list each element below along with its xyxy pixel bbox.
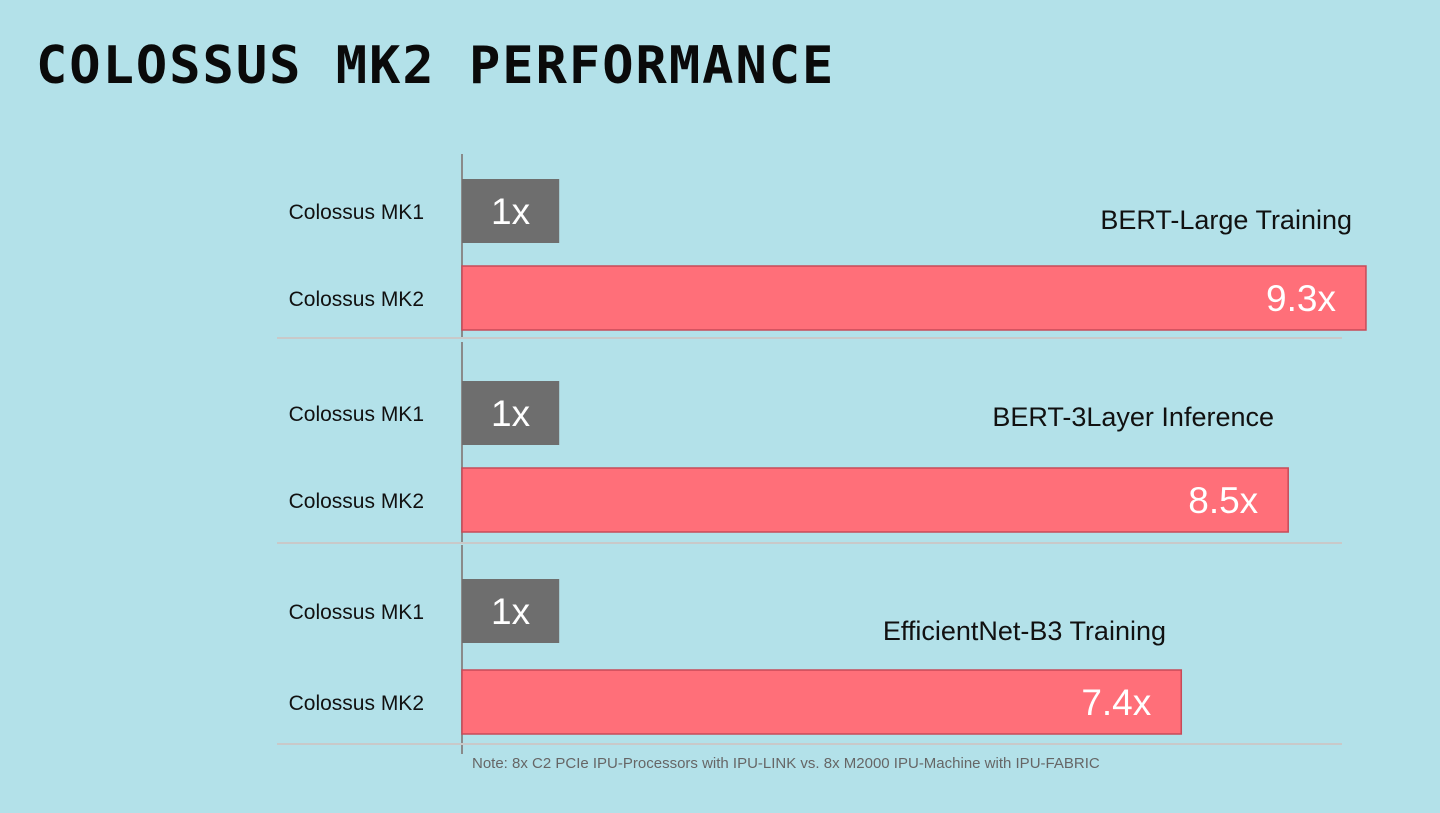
data-label-mk2-3: 7.4x (1081, 682, 1151, 723)
bar-mk2-1 (461, 265, 1367, 331)
benchmark-title-1: BERT-Large Training (1100, 205, 1352, 235)
data-label-mk2-1: 9.3x (1266, 278, 1336, 319)
data-label-mk2-2: 8.5x (1188, 480, 1258, 521)
bar-mk1-3 (462, 579, 560, 643)
category-label-mk1-2: Colossus MK1 (289, 403, 424, 426)
data-label-mk1-2: 1x (491, 393, 531, 434)
page-title: COLOSSUS MK2 PERFORMANCE (36, 36, 836, 96)
bar-mk1-2 (462, 381, 560, 445)
bar-mk1-1 (462, 179, 560, 243)
footnote: Note: 8x C2 PCIe IPU-Processors with IPU… (472, 755, 1100, 772)
bar-mk2-3 (461, 669, 1183, 735)
category-label-mk2-3: Colossus MK2 (289, 692, 424, 715)
data-label-mk1-1: 1x (491, 191, 531, 232)
data-label-mk1-3: 1x (491, 591, 531, 632)
benchmark-title-3: EfficientNet-B3 Training (883, 616, 1166, 646)
category-label-mk2-2: Colossus MK2 (289, 490, 424, 513)
category-label-mk1-1: Colossus MK1 (289, 201, 424, 224)
category-label-mk2-1: Colossus MK2 (289, 288, 424, 311)
benchmark-title-2: BERT-3Layer Inference (992, 402, 1274, 432)
category-label-mk1-3: Colossus MK1 (289, 601, 424, 624)
bar-mk2-2 (461, 467, 1289, 533)
